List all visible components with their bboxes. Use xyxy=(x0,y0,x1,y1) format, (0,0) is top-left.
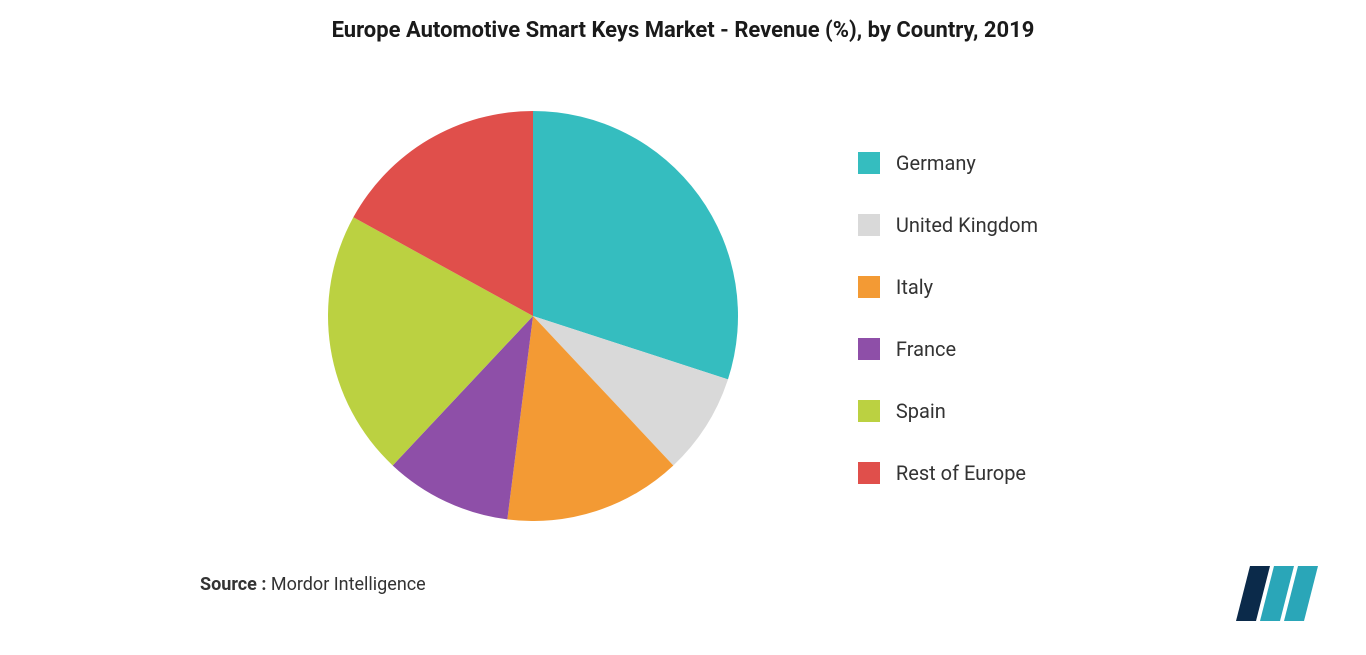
pie-chart xyxy=(328,111,738,525)
legend: Germany United Kingdom Italy France Spain Res… xyxy=(858,151,1038,485)
legend-swatch xyxy=(858,462,880,484)
source: Source : Mordor Intelligence xyxy=(200,574,426,595)
legend-item: United Kingdom xyxy=(858,213,1038,237)
legend-swatch xyxy=(858,400,880,422)
source-label: Source : xyxy=(200,574,266,595)
legend-item: Rest of Europe xyxy=(858,461,1038,485)
logo-svg xyxy=(1236,566,1326,621)
brand-logo xyxy=(1236,566,1326,625)
source-text: Mordor Intelligence xyxy=(266,574,425,595)
legend-item: Germany xyxy=(858,151,1038,175)
chart-area: Germany United Kingdom Italy France Spain Res… xyxy=(0,43,1366,573)
legend-swatch xyxy=(858,276,880,298)
legend-item: Spain xyxy=(858,399,1038,423)
pie-svg xyxy=(328,111,738,521)
legend-label: Germany xyxy=(896,151,976,175)
legend-label: United Kingdom xyxy=(896,213,1038,237)
legend-swatch xyxy=(858,338,880,360)
legend-label: Spain xyxy=(896,399,946,423)
legend-swatch xyxy=(858,152,880,174)
legend-swatch xyxy=(858,214,880,236)
chart-title: Europe Automotive Smart Keys Market - Re… xyxy=(0,0,1366,43)
legend-label: Rest of Europe xyxy=(896,461,1026,485)
legend-item: Italy xyxy=(858,275,1038,299)
legend-label: France xyxy=(896,337,956,361)
legend-item: France xyxy=(858,337,1038,361)
legend-label: Italy xyxy=(896,275,933,299)
